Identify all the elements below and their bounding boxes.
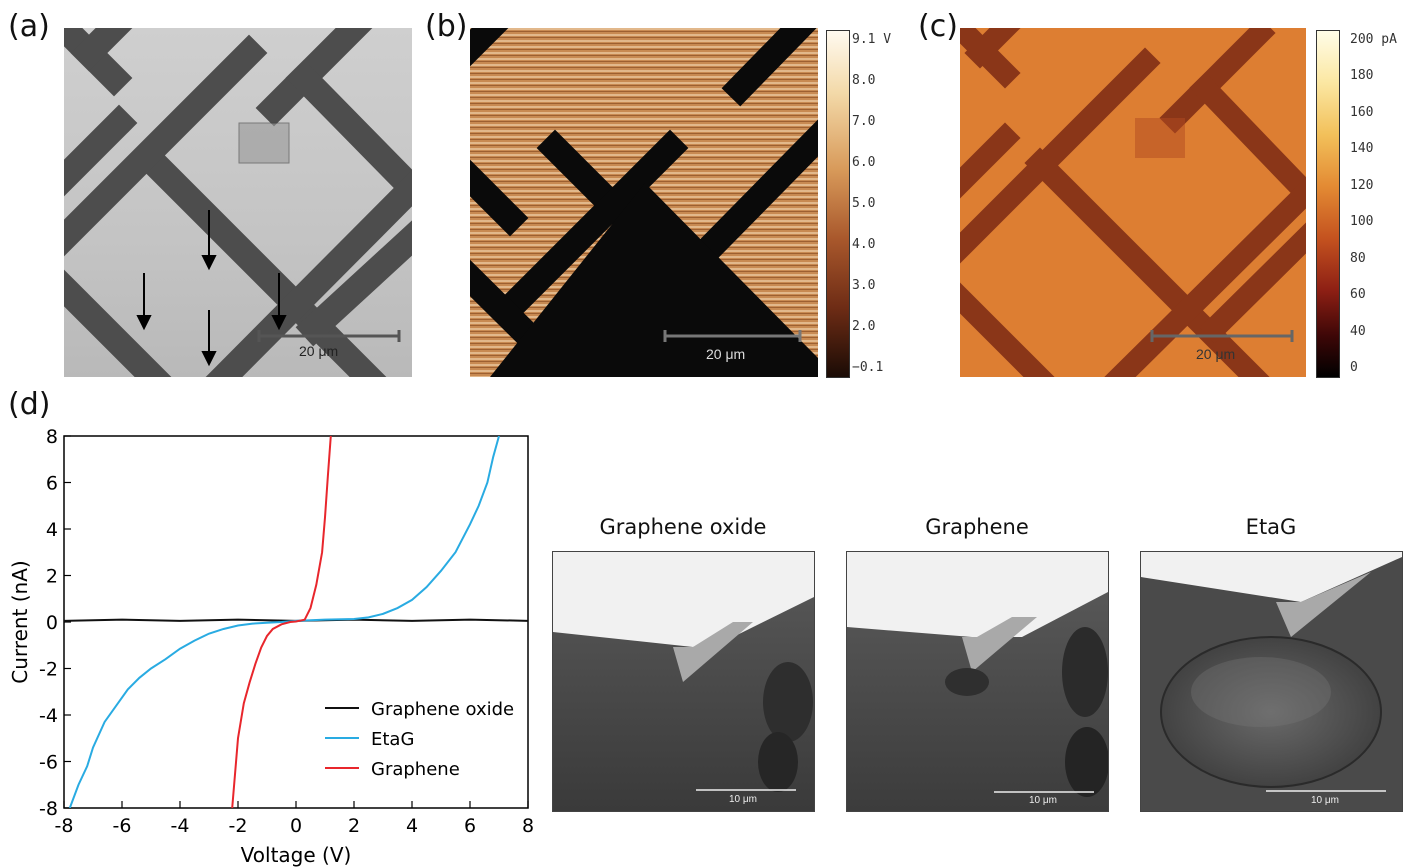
colorbar-c-tick-label: 100 xyxy=(1350,214,1374,230)
sem-scalebar-graphene: 10 μm xyxy=(1029,795,1057,806)
x-tick-label: 4 xyxy=(406,815,418,837)
x-tick-label: -4 xyxy=(171,815,190,837)
legend-label: Graphene oxide xyxy=(371,699,514,720)
y-tick-label: -4 xyxy=(39,705,58,727)
y-tick-label: 4 xyxy=(46,519,58,541)
x-tick-label: 2 xyxy=(348,815,360,837)
y-axis-label: Current (nA) xyxy=(8,560,32,683)
colorbar-c-tick-label: 200 pA xyxy=(1350,32,1397,47)
y-tick-label: 6 xyxy=(46,473,58,495)
panel-c-current-image: 20 μm xyxy=(960,28,1306,377)
series-line-etag xyxy=(68,436,500,808)
y-tick-label: -8 xyxy=(39,798,58,820)
series-line-graphene xyxy=(231,436,332,808)
sem-image-graphene: 10 μm xyxy=(846,551,1109,812)
panel-b-colorbar xyxy=(826,30,850,378)
legend-label: Graphene xyxy=(371,759,460,780)
panel-c-scalebar-label: 20 μm xyxy=(1196,346,1236,362)
colorbar-c-tick-label: 80 xyxy=(1350,250,1366,266)
iv-curve-chart: -8 -6 -4 -2 0 2 4 6 8 -8 -6 -4 -2 0 2 4 6 8 Voltage (V) Cur… xyxy=(8,428,534,867)
colorbar-c-tick-label: 60 xyxy=(1350,287,1366,303)
y-tick-label: -6 xyxy=(39,752,58,774)
x-tick-label: -2 xyxy=(229,815,248,837)
legend-label: EtaG xyxy=(371,729,414,750)
colorbar-c-tick-label: 120 xyxy=(1350,177,1374,193)
colorbar-c-tick-label: 180 xyxy=(1350,68,1374,84)
panel-d-label: (d) xyxy=(8,387,51,422)
colorbar-b-tick-label: 7.0 xyxy=(852,114,876,129)
sem-scalebar-graphene-oxide: 10 μm xyxy=(729,794,757,805)
colorbar-b-tick-label: 6.0 xyxy=(852,155,876,170)
y-tick-label: -2 xyxy=(39,659,58,681)
colorbar-b-tick-label: −0.1 xyxy=(852,360,884,375)
sem-image-etag: 10 μm xyxy=(1140,551,1403,812)
sem-image-graphene-oxide: 10 μm xyxy=(552,551,815,812)
panel-b-scalebar-label: 20 μm xyxy=(706,346,746,362)
colorbar-b-tick-label: 2.0 xyxy=(852,319,876,334)
colorbar-c-tick-label: 40 xyxy=(1350,323,1366,339)
x-tick-label: -8 xyxy=(55,815,74,837)
panel-a-topography-image: 20 μm xyxy=(64,28,412,377)
panel-a-label: (a) xyxy=(8,9,50,44)
colorbar-c-tick-label: 140 xyxy=(1350,141,1374,157)
colorbar-c-tick-label: 160 xyxy=(1350,104,1374,120)
x-tick-label: 6 xyxy=(464,815,476,837)
panel-c-label: (c) xyxy=(918,9,958,44)
sem-scalebar-etag: 10 μm xyxy=(1311,795,1339,806)
colorbar-b-tick-label: 5.0 xyxy=(852,196,876,211)
x-axis-label: Voltage (V) xyxy=(241,843,352,867)
sem-title-graphene-oxide: Graphene oxide xyxy=(599,515,767,539)
colorbar-b-tick-label: 3.0 xyxy=(852,278,876,293)
x-tick-label: 0 xyxy=(290,815,302,837)
x-tick-label: 8 xyxy=(522,815,534,837)
panel-b-label: (b) xyxy=(425,9,468,44)
y-tick-label: 8 xyxy=(46,428,58,448)
colorbar-b-tick-label: 8.0 xyxy=(852,73,876,88)
sem-title-etag: EtaG xyxy=(1245,515,1297,539)
sem-title-graphene: Graphene xyxy=(925,515,1029,539)
colorbar-b-tick-label: 9.1 V xyxy=(852,32,892,47)
panel-a-scalebar-label: 20 μm xyxy=(299,343,339,359)
panel-c-colorbar xyxy=(1316,30,1340,378)
x-tick-label: -6 xyxy=(113,815,132,837)
y-tick-label: 0 xyxy=(46,612,58,634)
y-tick-label: 2 xyxy=(46,566,58,588)
colorbar-c-tick-label: 0 xyxy=(1350,360,1358,375)
colorbar-b-tick-label: 4.0 xyxy=(852,237,876,252)
panel-b-kpfm-image: 20 μm xyxy=(470,28,818,377)
